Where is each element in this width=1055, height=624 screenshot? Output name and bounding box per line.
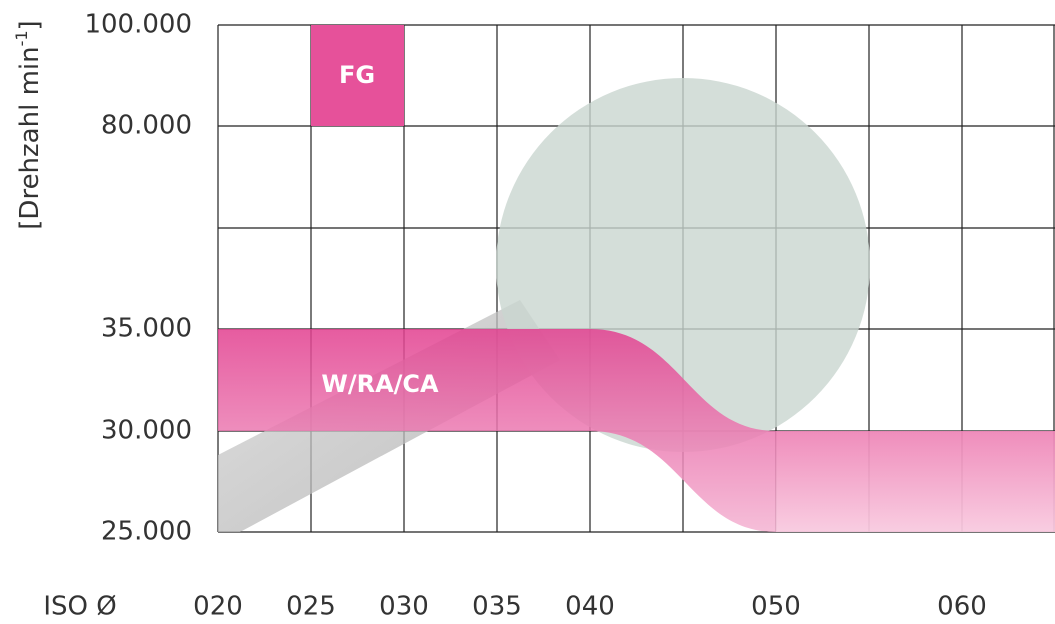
y-label: 80.000 [101, 111, 192, 141]
region-label: FG [339, 61, 375, 89]
x-label: 035 [472, 592, 522, 622]
y-label: 100.000 [84, 10, 192, 40]
w-ra-ca-band-right [776, 431, 1055, 532]
fg-region [311, 25, 404, 126]
x-axis-title: ISO Ø [43, 592, 116, 622]
y-label: 30.000 [101, 416, 192, 446]
y-label: 25.000 [101, 517, 192, 547]
x-label: 050 [751, 592, 801, 622]
region-label: W/RA/CA [321, 370, 439, 398]
x-label: 025 [286, 592, 336, 622]
x-label: 020 [193, 592, 243, 622]
x-label: 040 [565, 592, 615, 622]
y-axis-title: [Drehzahl min-1] [12, 20, 45, 229]
y-label: 35.000 [101, 314, 192, 344]
x-label: 060 [937, 592, 987, 622]
y-axis-title-sup: -1 [12, 30, 31, 46]
x-label: 030 [379, 592, 429, 622]
y-axis-title-text: [Drehzahl min [15, 46, 45, 229]
y-axis-title-close: ] [15, 20, 45, 30]
